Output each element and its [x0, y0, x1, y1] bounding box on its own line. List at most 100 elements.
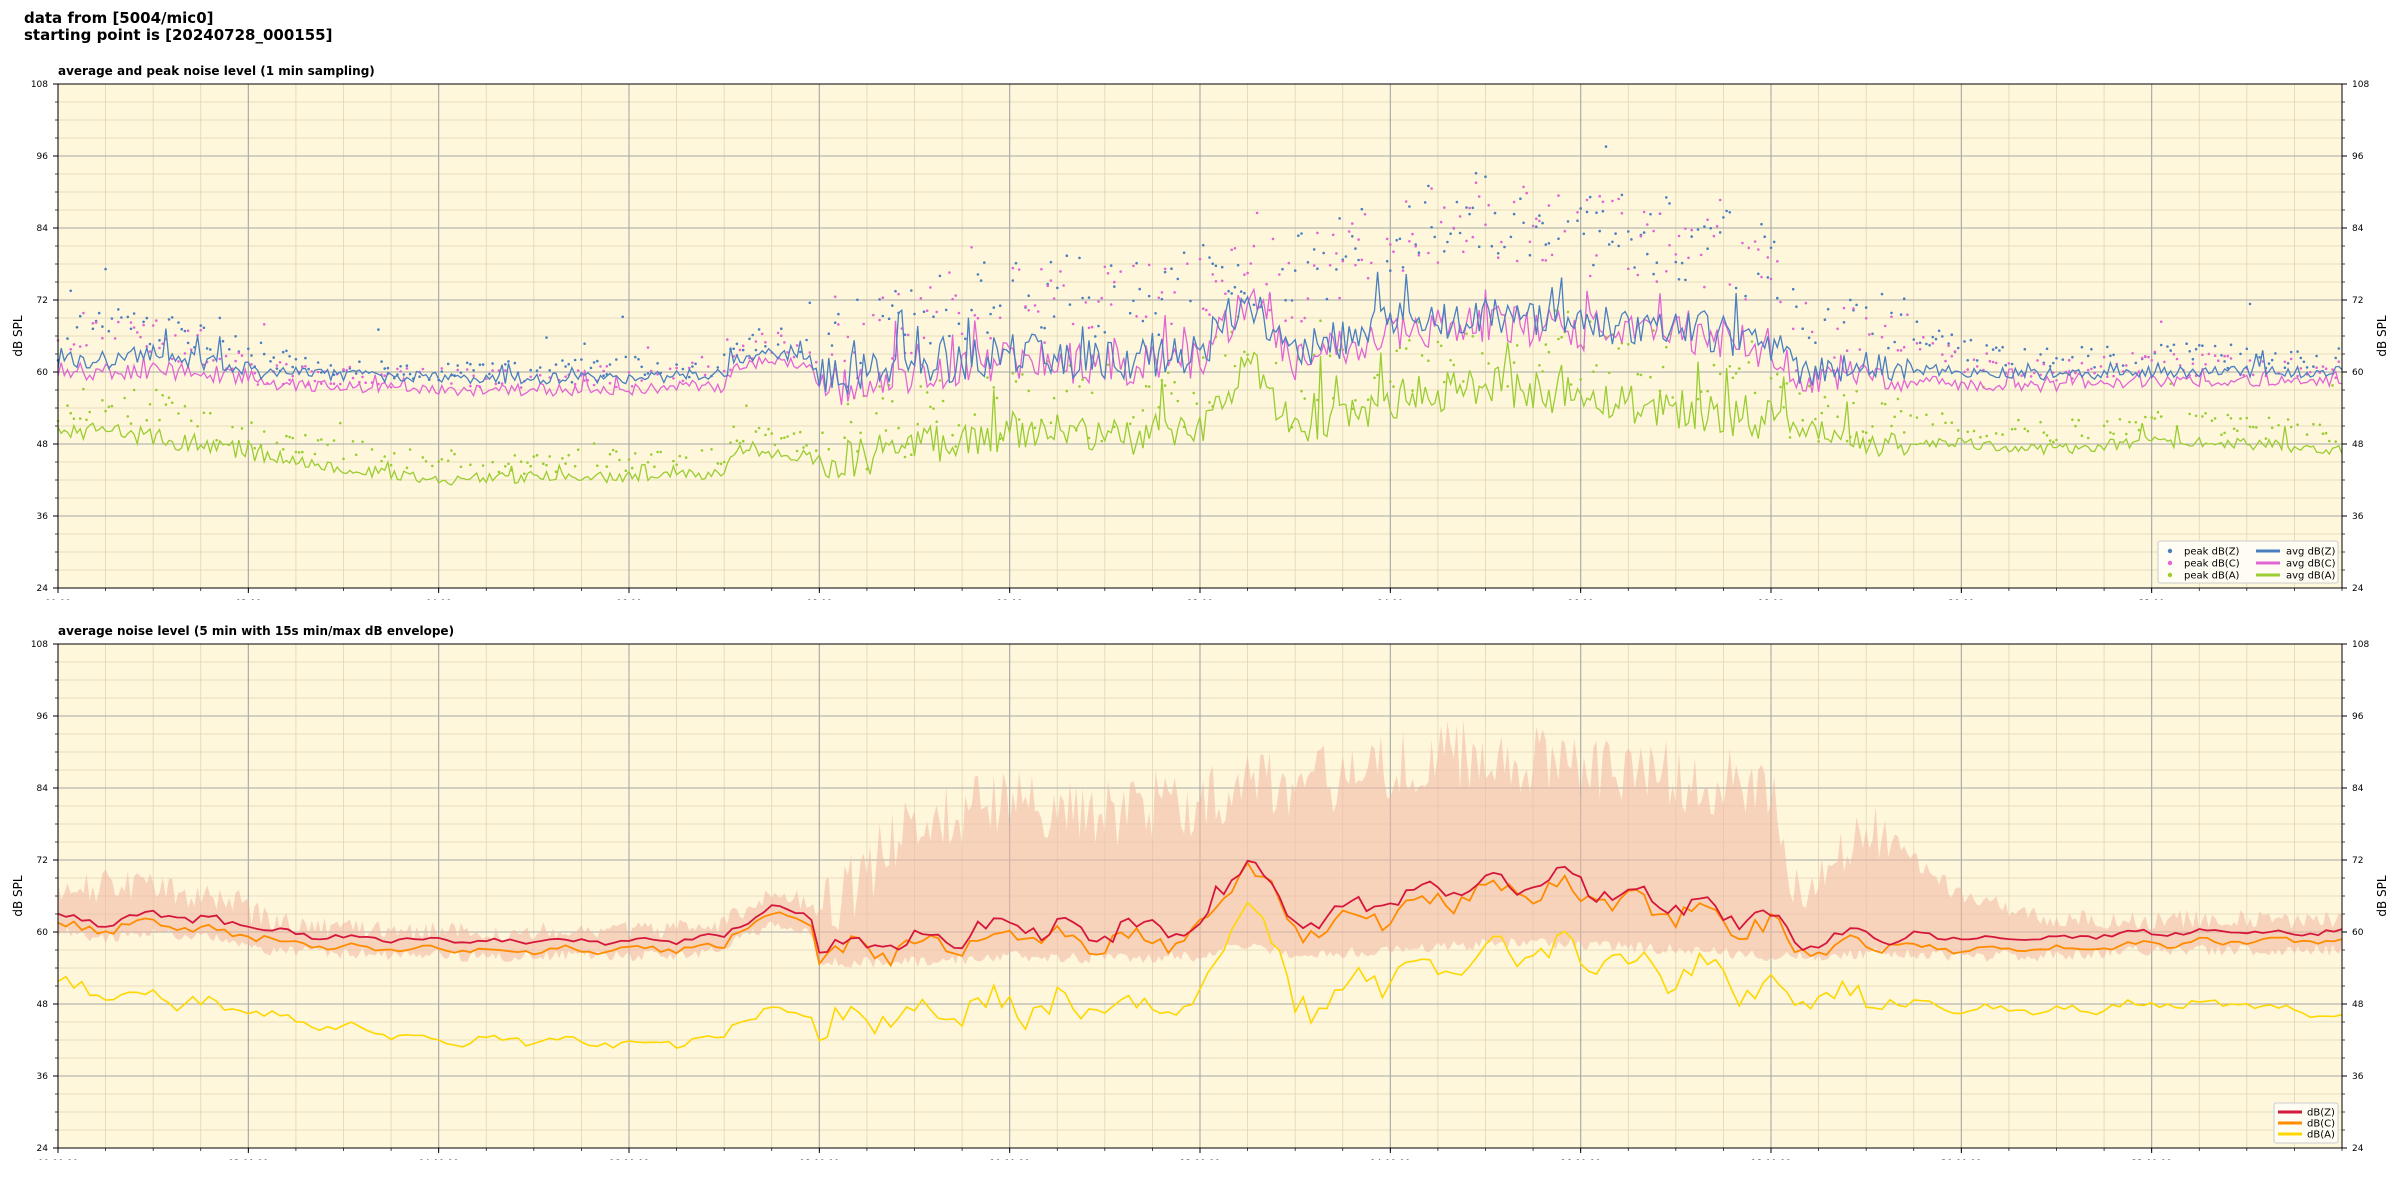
peak-point — [469, 463, 472, 467]
peak-point — [637, 358, 640, 361]
peak-point — [301, 450, 304, 454]
peak-point — [1528, 253, 1532, 257]
peak-point — [316, 439, 320, 442]
peak-point — [1544, 259, 1548, 262]
peak-point — [2286, 362, 2290, 365]
peak-point — [2150, 359, 2153, 362]
peak-point — [1297, 234, 1300, 237]
peak-point — [1991, 360, 1995, 364]
x-tick-label: 16:00 — [1568, 599, 1594, 600]
peak-point — [1966, 368, 1969, 371]
peak-point — [2334, 376, 2337, 380]
peak-point — [564, 365, 567, 368]
peak-point — [1941, 335, 1944, 338]
peak-point — [1100, 296, 1103, 300]
peak-point — [1490, 244, 1494, 248]
peak-point — [1224, 354, 1227, 357]
peak-point — [1766, 256, 1770, 259]
peak-point — [938, 379, 942, 382]
peak-point — [377, 382, 380, 386]
peak-point — [564, 375, 567, 379]
peak-point — [567, 362, 570, 366]
peak-point — [2004, 363, 2007, 367]
peak-point — [710, 448, 713, 451]
peak-point — [1795, 369, 1798, 372]
peak-point — [1868, 439, 1871, 442]
peak-point — [1335, 268, 1338, 271]
peak-point — [649, 369, 653, 373]
peak-point — [1144, 384, 1148, 388]
peak-point — [1893, 340, 1896, 344]
peak-point — [212, 359, 215, 362]
top-y-axis-label-right: dB SPL — [2375, 315, 2389, 357]
x-tick-label: 12:00 — [1187, 599, 1213, 600]
peak-point — [916, 422, 919, 426]
peak-point — [1595, 254, 1598, 257]
peak-point — [196, 425, 199, 428]
peak-point — [488, 372, 491, 376]
peak-point — [1338, 296, 1341, 300]
peak-point — [561, 457, 564, 460]
peak-point — [1087, 296, 1091, 299]
peak-point — [2321, 432, 2325, 436]
peak-point — [1956, 346, 1960, 350]
peak-point — [183, 404, 187, 408]
series-db-c- — [57, 861, 2343, 968]
peak-point — [992, 306, 996, 309]
peak-point — [2226, 354, 2230, 358]
peak-point — [1176, 399, 1180, 403]
peak-point — [1214, 280, 1218, 283]
peak-point — [446, 362, 450, 366]
peak-point — [862, 322, 865, 326]
peak-point — [2071, 355, 2074, 359]
peak-point — [1449, 232, 1452, 235]
peak-point — [2102, 355, 2106, 359]
peak-point — [85, 418, 88, 422]
peak-point — [507, 360, 510, 363]
peak-point — [1087, 326, 1091, 330]
peak-point — [1620, 211, 1624, 215]
peak-point — [976, 273, 980, 276]
peak-point — [1290, 316, 1294, 319]
peak-point — [602, 374, 605, 378]
peak-point — [202, 326, 206, 330]
peak-point — [1820, 411, 1824, 415]
peak-point — [408, 448, 412, 451]
peak-point — [973, 413, 977, 416]
y-tick-label: 36 — [37, 512, 49, 522]
peak-point — [421, 456, 425, 459]
peak-point — [1109, 264, 1113, 267]
peak-point — [891, 357, 894, 360]
peak-point — [370, 448, 374, 451]
peak-point — [1147, 263, 1151, 267]
peak-point — [1757, 248, 1760, 251]
series-avg-db-a- — [57, 341, 2343, 486]
peak-point — [1998, 349, 2001, 352]
peak-point — [897, 292, 900, 296]
peak-point — [1649, 212, 1652, 216]
peak-point — [199, 328, 203, 332]
y-tick-label-right: 108 — [2352, 80, 2369, 90]
peak-point — [1747, 246, 1751, 250]
peak-point — [1160, 297, 1164, 301]
peak-point — [1103, 265, 1107, 269]
peak-point — [465, 368, 469, 371]
peak-point — [2334, 440, 2337, 443]
peak-point — [757, 426, 761, 430]
peak-point — [132, 312, 136, 315]
peak-point — [1595, 211, 1598, 214]
peak-point — [2201, 344, 2204, 348]
peak-point — [2153, 417, 2157, 420]
peak-point — [1826, 307, 1830, 311]
peak-point — [903, 455, 907, 459]
peak-point — [1972, 429, 1976, 433]
peak-point — [250, 421, 253, 424]
peak-point — [707, 365, 710, 368]
peak-point — [126, 315, 130, 319]
peak-point — [329, 382, 333, 385]
peak-point — [1718, 372, 1722, 376]
peak-point — [91, 327, 95, 331]
peak-point — [764, 345, 767, 348]
peak-point — [1941, 412, 1944, 415]
peak-point — [364, 381, 368, 385]
